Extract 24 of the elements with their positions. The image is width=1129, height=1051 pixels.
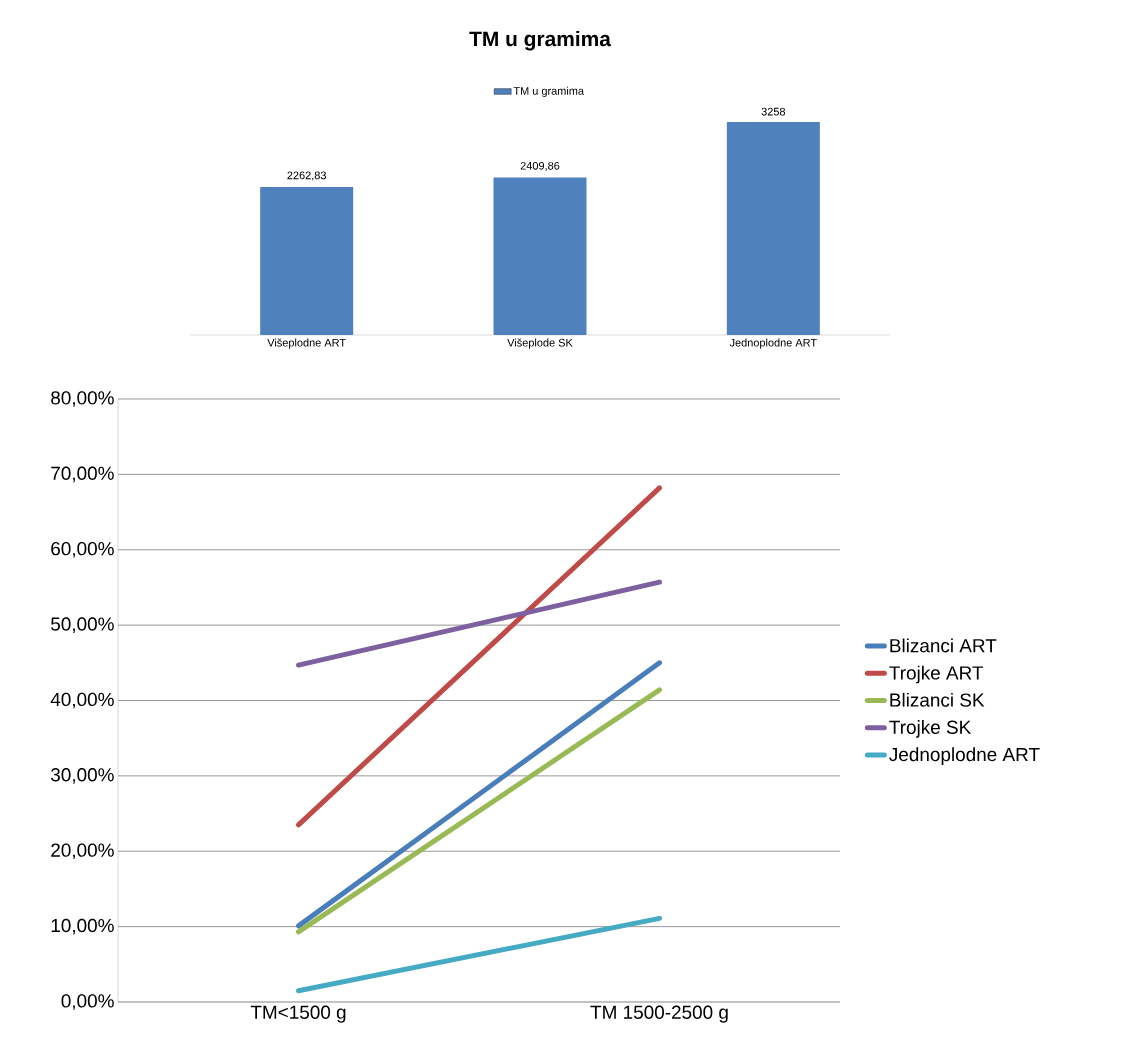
legend-label: Trojke ART [889, 665, 984, 684]
y-tick-label: 30,00% [51, 768, 114, 784]
legend-label: Trojke SK [889, 720, 972, 738]
x-tick-label: TM<1500 g [250, 1005, 346, 1023]
x-tick-label: TM 1500-2500 g [590, 1005, 728, 1023]
legend-label: Jednoplodne ART [889, 747, 1040, 765]
y-tick-label: 10,00% [51, 918, 114, 935]
legend-label: Blizanci SK [890, 692, 985, 707]
y-tick-label: 40,00% [50, 692, 114, 709]
y-tick-label: 60,00% [51, 541, 114, 558]
x-tick-label: Višeplode SK [507, 338, 573, 349]
data-label: 3258 [761, 107, 786, 116]
y-tick-label: 70,00% [51, 466, 114, 483]
x-tick-label: Višeplodne ART [267, 338, 346, 349]
data-label: 2262,83 [287, 171, 326, 181]
legend-label: TM u gramima [513, 86, 585, 97]
x-tick-label: Jednoplodne ART [729, 338, 817, 349]
y-tick-label: 20,00% [51, 843, 114, 860]
y-tick-label: 0,00% [61, 994, 114, 1010]
legend-label: Blizanci ART [890, 638, 997, 653]
y-tick-label: 80,00% [51, 391, 114, 407]
chart-title: TM u gramima [469, 30, 612, 51]
data-label: 2409,86 [520, 161, 560, 171]
y-tick-label: 50,00% [51, 617, 114, 633]
